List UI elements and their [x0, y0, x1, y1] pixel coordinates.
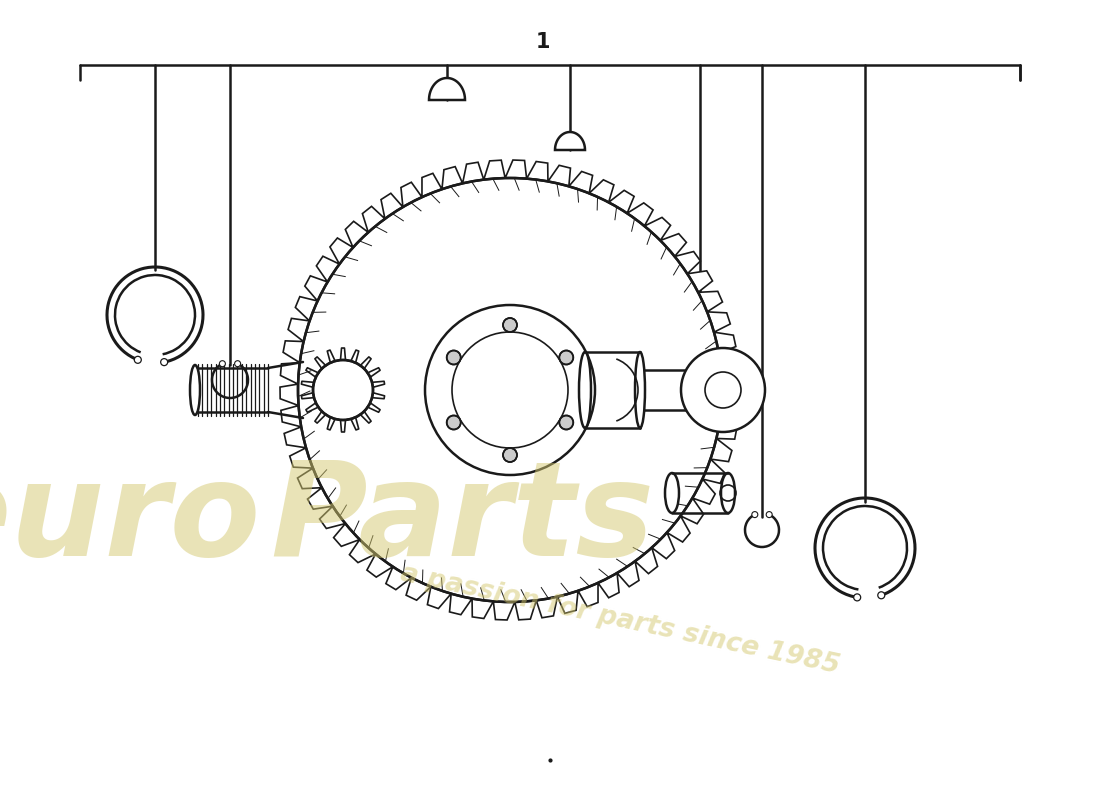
Circle shape	[503, 318, 517, 332]
Circle shape	[314, 360, 373, 420]
Circle shape	[219, 361, 225, 366]
Polygon shape	[556, 132, 585, 150]
Text: 1: 1	[536, 32, 550, 52]
Circle shape	[854, 594, 860, 601]
Ellipse shape	[666, 473, 679, 513]
Circle shape	[559, 415, 573, 430]
Circle shape	[559, 350, 573, 365]
Circle shape	[447, 350, 461, 365]
Text: euro: euro	[0, 457, 260, 583]
Text: a passion for parts since 1985: a passion for parts since 1985	[398, 561, 843, 679]
Circle shape	[161, 358, 167, 366]
Circle shape	[503, 448, 517, 462]
Ellipse shape	[635, 352, 645, 428]
Circle shape	[751, 511, 758, 518]
Circle shape	[447, 415, 461, 430]
Circle shape	[425, 305, 595, 475]
Circle shape	[767, 511, 772, 518]
Circle shape	[234, 361, 241, 366]
Ellipse shape	[190, 365, 200, 415]
Circle shape	[681, 348, 764, 432]
Ellipse shape	[720, 473, 735, 513]
Ellipse shape	[579, 352, 591, 428]
Polygon shape	[429, 78, 465, 100]
Text: Parts: Parts	[270, 457, 654, 583]
Circle shape	[298, 178, 722, 602]
Circle shape	[134, 356, 141, 363]
Polygon shape	[280, 160, 740, 620]
Circle shape	[878, 592, 884, 598]
